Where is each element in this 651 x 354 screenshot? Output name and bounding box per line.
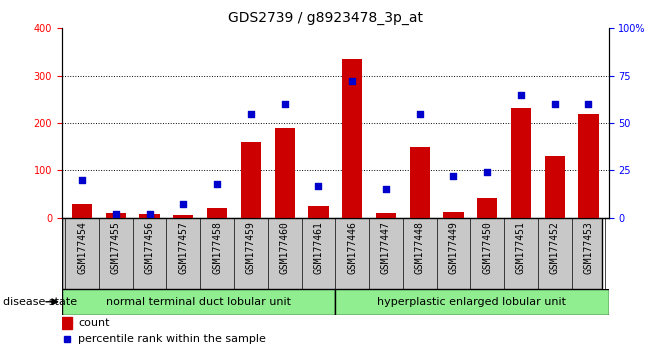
Bar [207, 208, 227, 218]
Text: GDS2739 / g8923478_3p_at: GDS2739 / g8923478_3p_at [228, 11, 423, 25]
Bar [376, 213, 396, 218]
Point [482, 170, 492, 175]
Bar [409, 147, 430, 218]
Point [313, 183, 324, 188]
Text: GSM177456: GSM177456 [145, 221, 154, 274]
Point [111, 211, 121, 217]
Point [516, 92, 526, 97]
Text: disease state: disease state [3, 297, 77, 307]
Point [212, 181, 223, 187]
Text: GSM177447: GSM177447 [381, 221, 391, 274]
Point [381, 187, 391, 192]
Bar [241, 142, 261, 218]
Text: hyperplastic enlarged lobular unit: hyperplastic enlarged lobular unit [378, 297, 566, 307]
Bar [443, 212, 464, 218]
Point [245, 111, 256, 116]
Point [279, 101, 290, 107]
Text: GSM177455: GSM177455 [111, 221, 121, 274]
Bar [544, 156, 565, 218]
Bar [275, 128, 295, 218]
Point [347, 79, 357, 84]
Text: GSM177451: GSM177451 [516, 221, 526, 274]
Text: GSM177449: GSM177449 [449, 221, 458, 274]
Bar [309, 206, 329, 218]
Point [415, 111, 425, 116]
Point [448, 173, 458, 179]
Text: count: count [78, 318, 110, 328]
Bar [511, 108, 531, 218]
Text: GSM177461: GSM177461 [313, 221, 324, 274]
Text: GSM177457: GSM177457 [178, 221, 188, 274]
Bar [477, 198, 497, 218]
Text: GSM177450: GSM177450 [482, 221, 492, 274]
Point [145, 211, 155, 217]
Bar [335, 289, 609, 315]
Text: percentile rank within the sample: percentile rank within the sample [78, 333, 266, 343]
Bar [342, 59, 362, 218]
Text: GSM177460: GSM177460 [280, 221, 290, 274]
Bar [139, 214, 159, 218]
Point [549, 101, 560, 107]
Text: GSM177459: GSM177459 [246, 221, 256, 274]
Text: GSM177452: GSM177452 [549, 221, 560, 274]
Bar [173, 215, 193, 218]
Bar [62, 289, 335, 315]
Text: GSM177448: GSM177448 [415, 221, 424, 274]
Point [178, 202, 189, 207]
Text: normal terminal duct lobular unit: normal terminal duct lobular unit [106, 297, 291, 307]
Bar [62, 317, 72, 329]
Text: GSM177458: GSM177458 [212, 221, 222, 274]
Bar [105, 213, 126, 218]
Text: GSM177446: GSM177446 [347, 221, 357, 274]
Bar [72, 204, 92, 218]
Point [583, 101, 594, 107]
Text: GSM177453: GSM177453 [583, 221, 594, 274]
Text: GSM177454: GSM177454 [77, 221, 87, 274]
Bar [578, 114, 598, 218]
Point [77, 177, 87, 183]
